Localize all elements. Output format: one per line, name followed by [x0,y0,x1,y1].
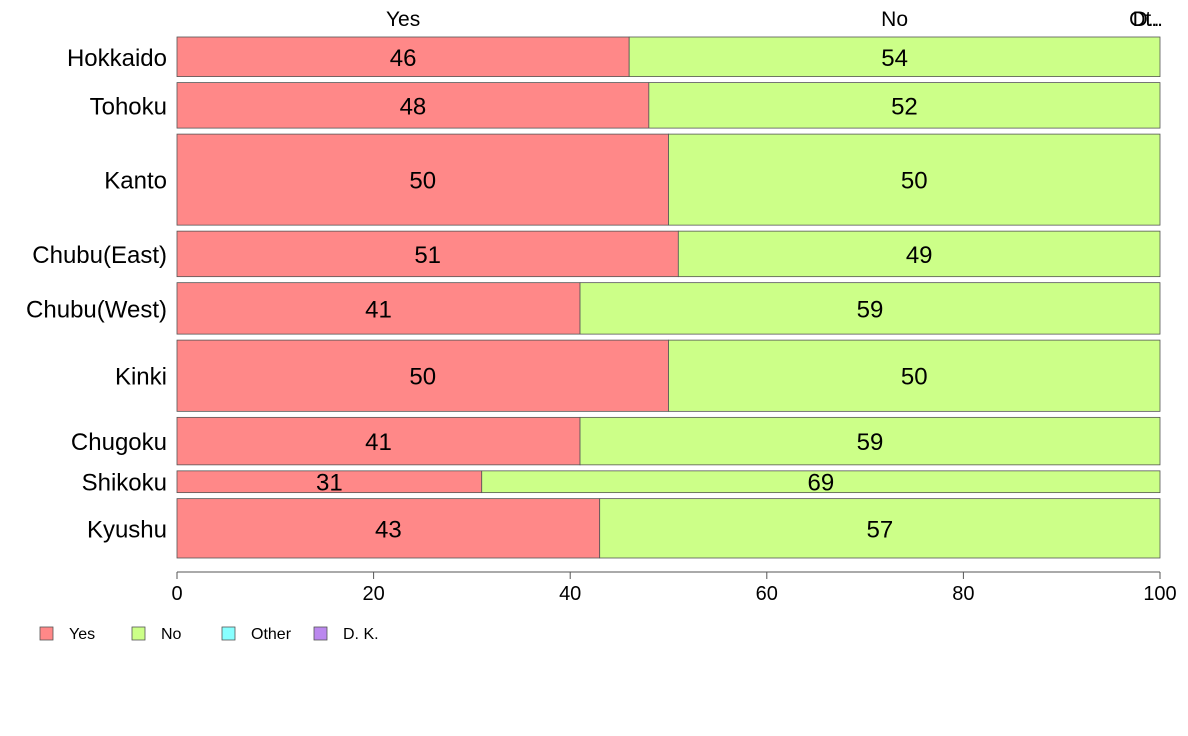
data-label-tohoku-yes: 48 [400,93,427,120]
bar-chugoku-no [579,416,1161,466]
bar-chubu-east-yes [176,230,679,278]
bar-row-kanto: 50 50 [176,133,1161,226]
category-label-tohoku: Tohoku [90,93,167,120]
data-label-chubu-east-yes: 51 [414,242,441,269]
x-tick-label-80: 80 [952,583,974,605]
data-label-kinki-yes: 50 [409,364,436,391]
bar-row-shikoku: 31 69 [176,470,1161,497]
legend-swatch-d-k [313,626,328,641]
category-label-shikoku: Shikoku [82,470,167,497]
data-label-kyushu-no: 57 [866,516,893,543]
x-axis: 0 20 40 60 80 100 [171,571,1177,605]
bar-row-chubu-west: 41 59 [176,282,1161,335]
data-label-chugoku-no: 59 [857,429,884,456]
legend-swatch-yes [39,626,54,641]
bar-row-kinki: 50 50 [176,339,1161,412]
data-label-kinki-no: 50 [901,364,928,391]
top-label-d-k: D.. [1133,8,1160,31]
bar-chugoku-yes [176,416,581,466]
legend: Yes No Other D. K. [39,626,379,643]
category-label-kinki: Kinki [115,364,167,391]
category-labels: Hokkaido Tohoku Kanto Chubu(East) Chubu(West… [26,45,167,544]
bar-row-kyushu: 43 57 [176,498,1161,559]
legend-label-other: Other [251,626,292,643]
data-label-hokkaido-no: 54 [881,45,908,72]
top-label-other: Ot.. [1129,8,1163,31]
bar-chubu-east-no [677,230,1161,278]
legend-item-yes: Yes [39,626,95,643]
legend-label-d-k: D. K. [343,626,379,643]
data-label-shikoku-yes: 31 [316,470,343,497]
bar-kyushu-yes [176,498,601,559]
legend-item-d-k: D. K. [313,626,379,643]
category-label-chubu-west: Chubu(West) [26,296,167,323]
legend-swatch-other [221,626,236,641]
x-tick-label-100: 100 [1143,583,1176,605]
data-label-kanto-no: 50 [901,168,928,195]
data-label-chugoku-yes: 41 [365,429,392,456]
top-label-no: No [881,8,908,31]
data-label-kanto-yes: 50 [409,168,436,195]
bars-group: 46 54 48 52 50 50 51 49 41 59 50 50 41 59 31 69 43 57 [176,36,1161,559]
legend-label-yes: Yes [69,626,95,643]
bar-shikoku-no [481,470,1161,494]
x-tick-label-20: 20 [362,583,384,605]
top-label-yes: Yes [386,8,420,31]
bar-tohoku-no [648,82,1161,129]
data-label-hokkaido-yes: 46 [390,45,417,72]
data-label-chubu-east-no: 49 [906,242,933,269]
x-tick-label-0: 0 [171,583,182,605]
legend-item-no: No [131,626,182,643]
bar-kanto-no [668,133,1161,226]
legend-swatch-no [131,626,146,641]
category-label-hokkaido: Hokkaido [67,45,167,72]
bar-kinki-no [668,339,1161,412]
category-label-kanto: Kanto [104,168,167,195]
bar-row-chugoku: 41 59 [176,416,1161,466]
bar-row-tohoku: 48 52 [176,82,1161,129]
data-label-chubu-west-no: 59 [857,296,884,323]
bar-kanto-yes [176,133,669,226]
bar-hokkaido-no [628,36,1161,77]
bar-kinki-yes [176,339,669,412]
category-label-chugoku: Chugoku [71,429,167,456]
data-label-kyushu-yes: 43 [375,516,402,543]
data-label-chubu-west-yes: 41 [365,296,392,323]
legend-item-other: Other [221,626,292,643]
category-label-kyushu: Kyushu [87,516,167,543]
bar-row-chubu-east: 51 49 [176,230,1161,278]
bar-chubu-west-no [579,282,1161,335]
x-tick-label-40: 40 [559,583,581,605]
category-label-chubu-east: Chubu(East) [32,242,167,269]
data-label-tohoku-no: 52 [891,93,918,120]
legend-label-no: No [161,626,182,643]
data-label-shikoku-no: 69 [808,470,835,497]
bar-kyushu-no [599,498,1161,559]
bar-chubu-west-yes [176,282,581,335]
bar-row-hokkaido: 46 54 [176,36,1161,77]
top-series-labels: Yes No Ot..D.. [386,8,1163,31]
x-tick-label-60: 60 [756,583,778,605]
